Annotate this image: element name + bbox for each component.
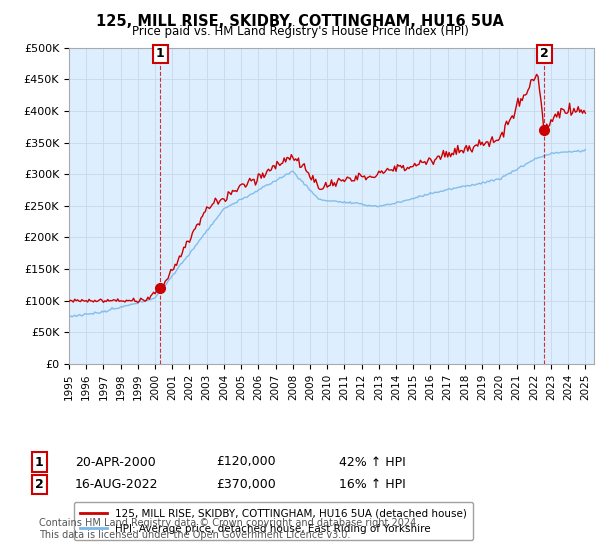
Text: £120,000: £120,000 — [216, 455, 275, 469]
Text: 16-AUG-2022: 16-AUG-2022 — [75, 478, 158, 491]
Text: Contains HM Land Registry data © Crown copyright and database right 2024.
This d: Contains HM Land Registry data © Crown c… — [39, 518, 419, 540]
Text: 20-APR-2000: 20-APR-2000 — [75, 455, 156, 469]
Text: 2: 2 — [35, 478, 43, 491]
Legend: 125, MILL RISE, SKIDBY, COTTINGHAM, HU16 5UA (detached house), HPI: Average pric: 125, MILL RISE, SKIDBY, COTTINGHAM, HU16… — [74, 502, 473, 540]
Text: 1: 1 — [156, 48, 165, 60]
Text: 125, MILL RISE, SKIDBY, COTTINGHAM, HU16 5UA: 125, MILL RISE, SKIDBY, COTTINGHAM, HU16… — [96, 14, 504, 29]
Text: Price paid vs. HM Land Registry's House Price Index (HPI): Price paid vs. HM Land Registry's House … — [131, 25, 469, 38]
Text: 42% ↑ HPI: 42% ↑ HPI — [339, 455, 406, 469]
Text: 2: 2 — [540, 48, 549, 60]
Text: 1: 1 — [35, 455, 43, 469]
Text: 16% ↑ HPI: 16% ↑ HPI — [339, 478, 406, 491]
Text: £370,000: £370,000 — [216, 478, 276, 491]
